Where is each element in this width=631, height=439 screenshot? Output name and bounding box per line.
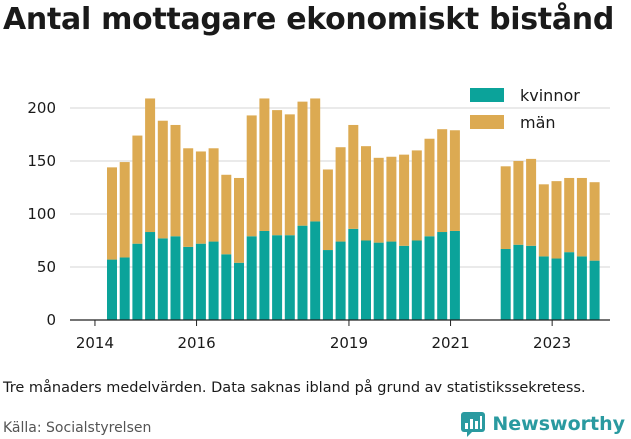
bar-kvinnor bbox=[386, 241, 397, 320]
bar-man bbox=[538, 184, 549, 257]
bar-man bbox=[170, 124, 181, 237]
y-axis-ticks: 0 50 100 150 200 bbox=[27, 99, 56, 329]
bar-kvinnor bbox=[399, 245, 410, 320]
bar-kvinnor bbox=[348, 228, 359, 320]
bar-kvinnor bbox=[437, 232, 448, 320]
stacked-bar-chart: 0 50 100 150 200 2014 2016 2019 2021 2023 kvinno… bbox=[27, 86, 610, 352]
x-tick-label: 2014 bbox=[76, 334, 114, 352]
bar-kvinnor bbox=[119, 257, 130, 320]
bar-man bbox=[195, 151, 206, 244]
bar-kvinnor bbox=[576, 256, 587, 320]
bar-kvinnor bbox=[373, 242, 384, 320]
bar-man bbox=[132, 135, 143, 244]
bar-kvinnor bbox=[183, 246, 194, 320]
bar-man bbox=[348, 124, 359, 229]
bar-kvinnor bbox=[526, 245, 537, 320]
bar-kvinnor bbox=[132, 243, 143, 320]
x-tick-label: 2019 bbox=[330, 334, 368, 352]
bar-man bbox=[411, 150, 422, 241]
bar-man bbox=[157, 120, 168, 239]
bar-kvinnor bbox=[145, 232, 156, 320]
bar-kvinnor bbox=[513, 244, 524, 320]
bar-man bbox=[386, 156, 397, 242]
bar-man bbox=[272, 110, 283, 236]
bar-man bbox=[399, 154, 410, 246]
bar-kvinnor bbox=[322, 250, 333, 320]
bar-man bbox=[310, 98, 321, 222]
bar-man bbox=[297, 101, 308, 226]
bar-man bbox=[449, 130, 460, 231]
bar-kvinnor bbox=[170, 236, 181, 320]
bar-kvinnor bbox=[335, 241, 346, 320]
bar-man bbox=[183, 148, 194, 247]
x-axis: 2014 2016 2019 2021 2023 bbox=[70, 319, 610, 352]
bar-man bbox=[284, 114, 295, 236]
chart-caption: Tre månaders medelvärden. Data saknas ib… bbox=[3, 380, 586, 396]
bar-man bbox=[576, 177, 587, 257]
bar-kvinnor bbox=[411, 240, 422, 320]
bar-kvinnor bbox=[157, 238, 168, 320]
chart-title: Antal mottagare ekonomiskt bistånd bbox=[3, 2, 615, 37]
legend-label-kvinnor: kvinnor bbox=[520, 86, 580, 105]
legend: kvinnor män bbox=[470, 86, 580, 132]
bar-man bbox=[234, 177, 244, 263]
bar-man bbox=[526, 158, 537, 246]
bar-kvinnor bbox=[424, 236, 435, 320]
bar-kvinnor bbox=[538, 256, 549, 320]
x-tick-label: 2023 bbox=[533, 334, 571, 352]
bar-kvinnor bbox=[310, 221, 321, 320]
bar-man bbox=[424, 138, 435, 237]
bar-man bbox=[107, 167, 117, 260]
bar-kvinnor bbox=[589, 260, 600, 320]
bar-man bbox=[119, 162, 130, 258]
bar-man bbox=[246, 115, 257, 237]
legend-label-man: män bbox=[520, 113, 556, 132]
bar-kvinnor bbox=[361, 240, 371, 320]
bar-man bbox=[564, 177, 575, 253]
bar-kvinnor bbox=[221, 254, 232, 320]
bar-kvinnor bbox=[107, 259, 117, 320]
y-tick-label: 0 bbox=[46, 311, 56, 329]
y-tick-label: 200 bbox=[27, 99, 56, 117]
bar-man bbox=[551, 181, 562, 259]
bar-kvinnor bbox=[449, 230, 460, 320]
bar-man bbox=[259, 98, 270, 231]
bar-man bbox=[208, 148, 219, 242]
bar-kvinnor bbox=[234, 262, 244, 320]
bar-kvinnor bbox=[195, 243, 206, 320]
y-tick-label: 50 bbox=[37, 258, 56, 276]
x-tick-label: 2021 bbox=[431, 334, 469, 352]
bar-man bbox=[513, 161, 524, 245]
bar-kvinnor bbox=[259, 230, 270, 320]
bar-man bbox=[145, 98, 156, 233]
bar-kvinnor bbox=[272, 235, 283, 320]
brand-name: Newsworthy bbox=[492, 413, 625, 435]
bar-man bbox=[335, 147, 346, 242]
bar-man bbox=[500, 166, 511, 249]
y-tick-label: 100 bbox=[27, 205, 56, 223]
bar-man bbox=[322, 169, 333, 251]
bar-kvinnor bbox=[284, 235, 295, 320]
brand-logo[interactable]: Newsworthy bbox=[460, 410, 625, 438]
bars bbox=[107, 98, 600, 320]
x-tick-label: 2016 bbox=[177, 334, 215, 352]
bar-kvinnor bbox=[246, 236, 257, 320]
bar-man bbox=[361, 146, 371, 241]
y-tick-label: 150 bbox=[27, 152, 56, 170]
bar-kvinnor bbox=[551, 258, 562, 320]
bar-man bbox=[373, 157, 384, 243]
legend-swatch-man bbox=[470, 115, 504, 129]
bar-kvinnor bbox=[297, 225, 308, 320]
bar-man bbox=[221, 174, 232, 255]
bar-man bbox=[589, 182, 600, 261]
bar-kvinnor bbox=[500, 248, 511, 320]
bar-kvinnor bbox=[564, 252, 575, 320]
source-text: Källa: Socialstyrelsen bbox=[3, 420, 152, 436]
legend-swatch-kvinnor bbox=[470, 88, 504, 102]
bar-man bbox=[437, 129, 448, 233]
bar-chart-logo-icon bbox=[461, 412, 486, 437]
bar-kvinnor bbox=[208, 241, 219, 320]
